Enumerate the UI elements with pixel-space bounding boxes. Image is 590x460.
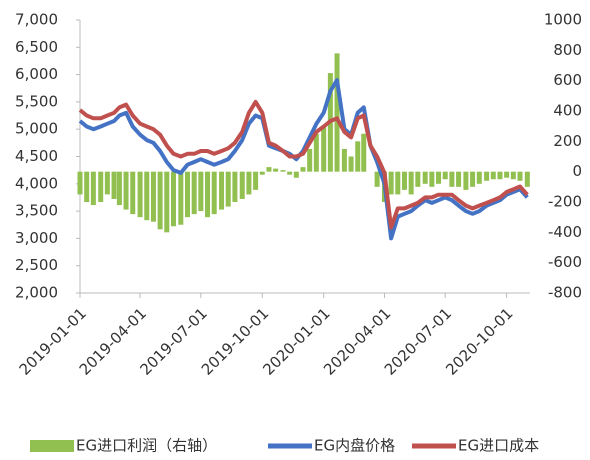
bar [348, 156, 354, 172]
bar [422, 171, 428, 184]
y-tick-label: 3,000 [15, 229, 58, 247]
bar [239, 171, 245, 199]
line [78, 99, 529, 230]
bar [211, 171, 217, 215]
y-tick-label: 7,000 [15, 11, 58, 29]
bar [470, 171, 476, 187]
bar [90, 171, 96, 206]
y-tick-label: 6,500 [15, 38, 58, 56]
bar [144, 171, 150, 221]
y-tick-label: 4,500 [15, 147, 58, 165]
y-tick-label: 4,000 [15, 174, 58, 192]
bar [98, 171, 104, 202]
bar [273, 168, 279, 172]
y2-tick-label: 600 [553, 71, 582, 89]
bar [219, 171, 225, 210]
bar [259, 171, 265, 175]
bar [137, 171, 143, 218]
y2-tick-label: 1000 [544, 11, 582, 29]
bar [436, 171, 442, 184]
bar [104, 171, 110, 195]
bar [361, 133, 367, 172]
bar [442, 171, 448, 180]
bar [497, 171, 503, 180]
bar [184, 171, 190, 218]
bar [111, 171, 117, 199]
bar [123, 171, 129, 210]
bar [116, 171, 122, 206]
bar [321, 126, 327, 172]
y-tick-label: 2,500 [15, 256, 58, 274]
bar [232, 171, 238, 202]
bar [77, 171, 83, 195]
y-tick-label: 5,000 [15, 120, 58, 138]
bar [205, 171, 211, 218]
bar [374, 171, 380, 187]
bar [313, 133, 319, 172]
bar [307, 148, 313, 172]
legend-label: EG内盘价格 [314, 437, 395, 455]
bar [408, 171, 414, 195]
y-tick-label: 6,000 [15, 65, 58, 83]
bar [484, 171, 490, 181]
bar [198, 171, 204, 212]
y2-tick-label: 800 [553, 41, 582, 59]
bar [449, 171, 455, 187]
bar [429, 171, 435, 187]
bar [266, 167, 272, 172]
bar [334, 53, 340, 172]
legend-swatch [30, 440, 74, 452]
bar [415, 171, 421, 187]
bar [388, 171, 394, 195]
y2-tick-label: 400 [553, 102, 582, 120]
bar [130, 171, 136, 215]
bar [355, 141, 361, 172]
y2-tick-label: -200 [548, 193, 582, 211]
legend-label: EG进口利润（右轴） [76, 437, 217, 455]
bar [164, 171, 170, 233]
bar [84, 171, 90, 202]
bar [456, 171, 462, 187]
bar [178, 171, 184, 225]
y2-tick-label: 200 [553, 132, 582, 150]
bar [280, 170, 286, 172]
bar [225, 171, 231, 207]
bar [517, 171, 523, 181]
bar [191, 171, 197, 215]
y-tick-label: 2,000 [15, 284, 58, 302]
bar [246, 171, 252, 195]
bar [504, 171, 510, 178]
bar [395, 171, 401, 195]
legend-label: EG进口成本 [458, 437, 539, 455]
bar [157, 171, 163, 230]
bar [253, 171, 259, 190]
y2-tick-label: -800 [548, 284, 582, 302]
y2-tick-label: -600 [548, 253, 582, 271]
bar [401, 171, 407, 190]
bar [293, 171, 299, 178]
bar [463, 171, 469, 190]
y2-tick-label: 0 [572, 162, 582, 180]
bar [490, 171, 496, 180]
bar [300, 167, 306, 172]
y-tick-label: 5,500 [15, 92, 58, 110]
bar [287, 171, 293, 175]
bar [170, 171, 176, 227]
bar [524, 171, 530, 187]
bar [476, 171, 482, 184]
bar [150, 171, 156, 222]
y2-tick-label: -400 [548, 223, 582, 241]
bar [510, 171, 516, 180]
bar [341, 148, 347, 172]
y-tick-label: 3,500 [15, 202, 58, 220]
